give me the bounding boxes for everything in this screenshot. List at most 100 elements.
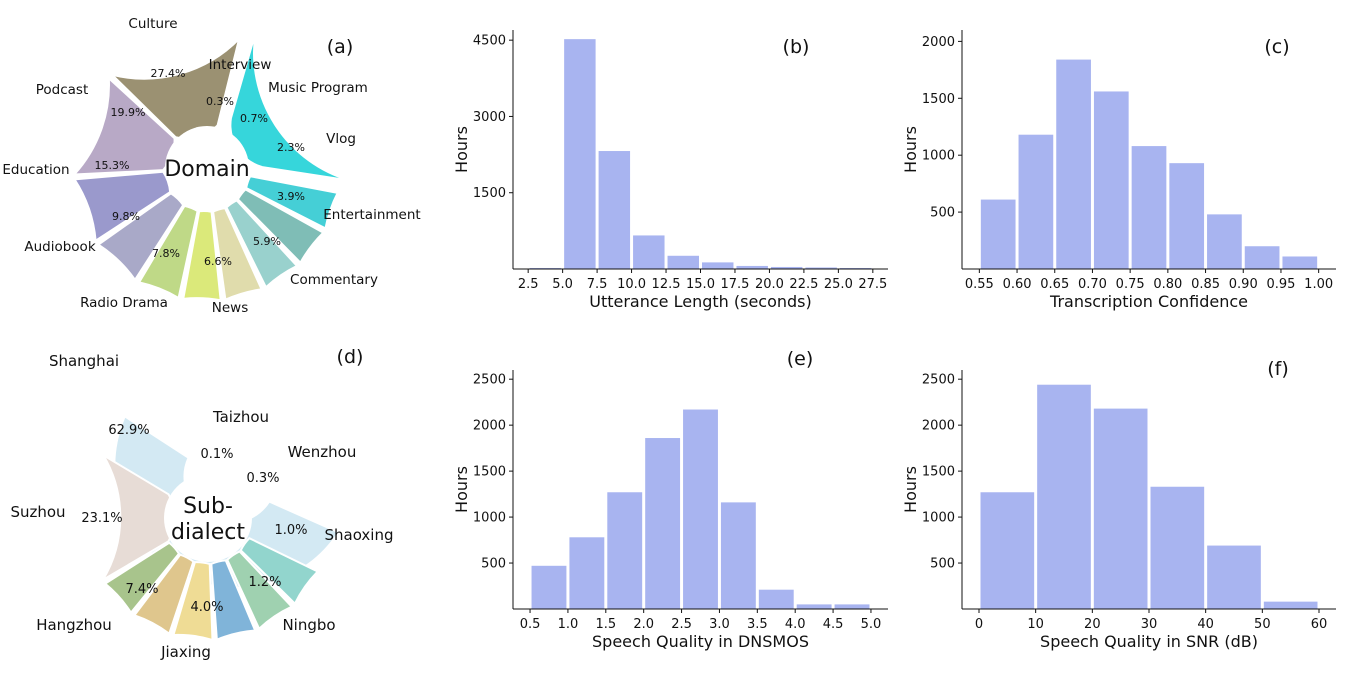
slice-value-label: 7.4% bbox=[125, 582, 158, 597]
slice-value-label: 4.0% bbox=[190, 600, 223, 615]
histogram-bar bbox=[1207, 214, 1242, 269]
histogram-bar bbox=[598, 151, 631, 269]
slice-category-label: Taizhou bbox=[212, 408, 269, 426]
histogram-bar bbox=[645, 438, 681, 609]
x-tick-label: 0.80 bbox=[1153, 277, 1182, 292]
x-axis-title: Utterance Length (seconds) bbox=[589, 292, 812, 311]
slice-value-label: 15.3% bbox=[95, 159, 130, 172]
histogram-bar bbox=[1131, 146, 1167, 269]
slice-value-label: 0.7% bbox=[240, 112, 268, 125]
x-tick-label: 0.55 bbox=[965, 277, 994, 292]
y-axis-title: Hours bbox=[901, 466, 920, 513]
histogram-bar bbox=[980, 492, 1035, 609]
donut-hole bbox=[164, 474, 252, 562]
x-tick-label: 20 bbox=[1084, 617, 1101, 632]
histogram-bar bbox=[1244, 246, 1280, 269]
x-tick-label: 2.5 bbox=[671, 617, 692, 632]
y-tick-label: 2500 bbox=[473, 373, 506, 388]
donut-center-label: Sub- bbox=[183, 494, 233, 519]
x-tick-label: 50 bbox=[1254, 617, 1271, 632]
slice-category-label: Shanghai bbox=[49, 352, 119, 370]
x-tick-label: 5.0 bbox=[861, 617, 882, 632]
histogram-bar bbox=[1056, 59, 1091, 269]
x-tick-label: 2.5 bbox=[518, 277, 539, 292]
y-tick-label: 2000 bbox=[922, 35, 955, 50]
slice-value-label: 23.1% bbox=[81, 511, 122, 526]
x-tick-label: 1.5 bbox=[595, 617, 616, 632]
x-tick-label: 0.75 bbox=[1116, 277, 1145, 292]
x-tick-label: 0.65 bbox=[1040, 277, 1069, 292]
histogram-bar bbox=[770, 266, 803, 269]
y-tick-label: 2500 bbox=[922, 373, 955, 388]
x-tick-label: 10.0 bbox=[617, 277, 646, 292]
x-tick-label: 5.0 bbox=[552, 277, 573, 292]
histogram-bar bbox=[1169, 163, 1205, 269]
pie-slice bbox=[225, 199, 299, 289]
x-tick-label: 20.0 bbox=[755, 277, 784, 292]
slice-category-label: Music Program bbox=[268, 80, 368, 96]
y-tick-label: 2000 bbox=[922, 419, 955, 434]
histogram-bar bbox=[1037, 384, 1091, 609]
x-tick-label: 10 bbox=[1027, 617, 1044, 632]
x-tick-label: 25.0 bbox=[824, 277, 853, 292]
panel-tag: (e) bbox=[787, 348, 814, 370]
histogram-bar bbox=[569, 537, 605, 609]
y-tick-label: 1500 bbox=[473, 186, 506, 201]
pie-slice bbox=[239, 536, 320, 606]
histogram-bar bbox=[633, 235, 665, 269]
y-axis-title: Hours bbox=[452, 466, 471, 513]
slice-category-label: Audiobook bbox=[24, 239, 95, 255]
slice-value-label: 5.9% bbox=[253, 235, 281, 248]
histogram-bar bbox=[720, 502, 756, 609]
x-tick-label: 2.0 bbox=[633, 617, 654, 632]
x-axis-title: Speech Quality in DNSMOS bbox=[592, 632, 809, 651]
x-tick-label: 1.0 bbox=[558, 617, 579, 632]
slice-category-label: Education bbox=[2, 162, 69, 178]
x-axis-title: Transcription Confidence bbox=[1049, 292, 1248, 311]
slice-category-label: Commentary bbox=[290, 272, 378, 288]
histogram-bar bbox=[1282, 256, 1318, 269]
histogram-bar bbox=[839, 267, 872, 269]
slice-value-label: 1.0% bbox=[274, 523, 307, 538]
slice-value-label: 9.8% bbox=[112, 210, 140, 223]
slice-value-label: 6.6% bbox=[204, 255, 232, 268]
slice-category-label: Culture bbox=[128, 16, 177, 32]
y-tick-label: 500 bbox=[930, 557, 955, 572]
domain-pie-chart: Culture Interview Music Program Vlog Enterta… bbox=[2, 16, 420, 316]
x-tick-label: 3.5 bbox=[747, 617, 768, 632]
y-tick-label: 4500 bbox=[473, 34, 506, 49]
slice-category-label: Suzhou bbox=[10, 503, 65, 521]
histogram-bar bbox=[1093, 91, 1129, 269]
pie-slice bbox=[245, 175, 340, 230]
histogram-bar bbox=[607, 492, 643, 609]
panel-tag: (a) bbox=[327, 36, 353, 58]
x-tick-label: 0.90 bbox=[1229, 277, 1258, 292]
slice-value-label: 7.8% bbox=[152, 247, 180, 260]
slice-category-label: Radio Drama bbox=[80, 295, 168, 311]
histogram-bar bbox=[1207, 545, 1261, 609]
x-tick-label: 0.60 bbox=[1003, 277, 1032, 292]
histogram-bar bbox=[805, 267, 837, 269]
x-tick-label: 17.5 bbox=[720, 277, 749, 292]
x-tick-label: 0.85 bbox=[1191, 277, 1220, 292]
histogram-bar bbox=[1018, 134, 1054, 269]
histogram-bar bbox=[834, 604, 870, 609]
slice-category-label: Wenzhou bbox=[288, 443, 357, 461]
x-tick-label: 60 bbox=[1311, 617, 1328, 632]
slice-value-label: 19.9% bbox=[111, 106, 146, 119]
x-tick-label: 7.5 bbox=[587, 277, 608, 292]
x-tick-label: 15.0 bbox=[686, 277, 715, 292]
histogram-bar bbox=[564, 39, 596, 269]
y-tick-label: 1000 bbox=[922, 149, 955, 164]
donut-hole bbox=[165, 126, 249, 210]
y-tick-label: 1000 bbox=[473, 511, 506, 526]
histogram-bar bbox=[980, 199, 1016, 269]
histogram-bar bbox=[702, 262, 734, 269]
x-tick-label: 30 bbox=[1141, 617, 1158, 632]
pie-slice bbox=[132, 553, 195, 636]
histogram-bar bbox=[667, 255, 699, 269]
x-tick-label: 0.70 bbox=[1078, 277, 1107, 292]
x-tick-label: 3.0 bbox=[709, 617, 730, 632]
histogram-bar bbox=[1093, 408, 1148, 609]
